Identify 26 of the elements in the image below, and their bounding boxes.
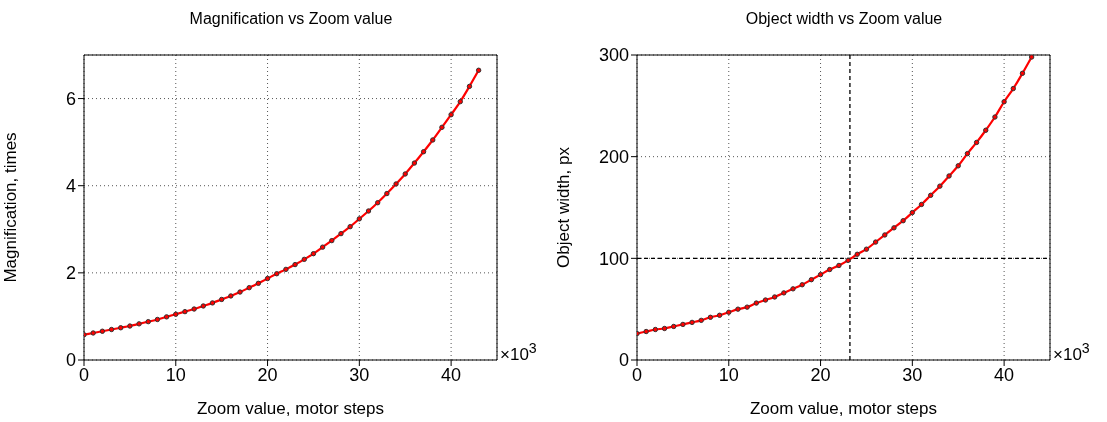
y-tick-label: 100 bbox=[598, 248, 629, 269]
y-tick-label: 0 bbox=[65, 350, 76, 371]
x-tick-label: 0 bbox=[78, 364, 90, 385]
y-tick-label: 200 bbox=[598, 147, 629, 168]
x-tick-label: 40 bbox=[994, 364, 1015, 385]
chart-title: Object width vs Zoom value bbox=[744, 10, 944, 28]
x-tick-label: 20 bbox=[810, 364, 831, 385]
text: ×10$^{3}$ bbox=[1053, 340, 1090, 365]
chart-title: Magnification vs Zoom value bbox=[188, 10, 394, 28]
x-tick-label: 30 bbox=[349, 364, 370, 385]
x-tick-label: 40 bbox=[441, 364, 462, 385]
y-tick-label: 6 bbox=[65, 88, 76, 109]
text: ×10$^{3}$ bbox=[500, 340, 537, 365]
x-axis-title: Zoom value, motor steps bbox=[749, 399, 938, 418]
y-tick-label: 300 bbox=[598, 45, 629, 66]
y-tick-label: 0 bbox=[618, 350, 629, 371]
y-tick-label: 4 bbox=[65, 176, 76, 197]
x-axis-title: Zoom value, motor steps bbox=[196, 399, 385, 418]
y-axis-title: Magnification, times bbox=[1, 132, 21, 283]
x-tick-label: 30 bbox=[902, 364, 923, 385]
x-tick-label: 10 bbox=[718, 364, 739, 385]
y-axis-title: Object width, px bbox=[554, 146, 574, 268]
x-tick-label: 0 bbox=[631, 364, 643, 385]
x-tick-label: 20 bbox=[257, 364, 278, 385]
x-tick-label: 10 bbox=[165, 364, 186, 385]
y-tick-label: 2 bbox=[65, 263, 76, 284]
